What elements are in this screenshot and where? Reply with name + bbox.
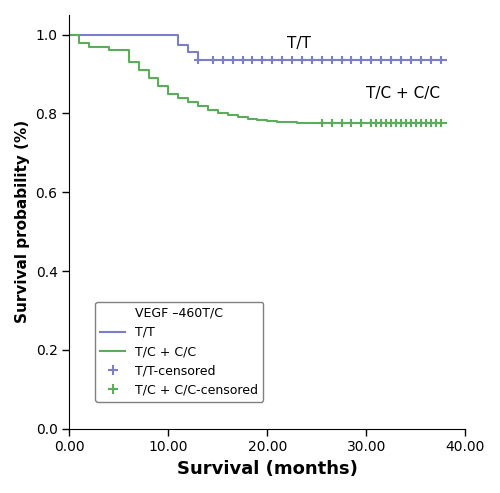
- T/C + C/C-censored: [418, 120, 424, 126]
- T/C + C/C-censored: [338, 120, 344, 126]
- T/C + C/C-censored: [398, 120, 404, 126]
- T/T-censored: [348, 57, 354, 63]
- T/T-censored: [230, 57, 235, 63]
- X-axis label: Survival (months): Survival (months): [177, 460, 358, 478]
- T/C + C/C-censored: [403, 120, 409, 126]
- T/C + C/C-censored: [319, 120, 325, 126]
- T/C + C/C-censored: [348, 120, 354, 126]
- T/C + C/C-censored: [358, 120, 364, 126]
- T/C + C/C-censored: [328, 120, 334, 126]
- T/T-censored: [250, 57, 256, 63]
- T/C + C/C-censored: [432, 120, 438, 126]
- T/T-censored: [279, 57, 285, 63]
- T/C + C/C-censored: [373, 120, 379, 126]
- Legend: T/T, T/C + C/C, T/T-censored, T/C + C/C-censored: T/T, T/C + C/C, T/T-censored, T/C + C/C-…: [96, 302, 264, 402]
- T/C + C/C-censored: [428, 120, 434, 126]
- T/T-censored: [378, 57, 384, 63]
- T/T-censored: [220, 57, 226, 63]
- T/C + C/C-censored: [378, 120, 384, 126]
- T/T-censored: [398, 57, 404, 63]
- T/T-censored: [428, 57, 434, 63]
- T/C + C/C-censored: [393, 120, 399, 126]
- T/T-censored: [210, 57, 216, 63]
- T/T-censored: [260, 57, 266, 63]
- T/T-censored: [418, 57, 424, 63]
- T/C + C/C-censored: [438, 120, 444, 126]
- T/T-censored: [289, 57, 295, 63]
- T/T-censored: [328, 57, 334, 63]
- T/T-censored: [368, 57, 374, 63]
- Line: T/T-censored: T/T-censored: [194, 56, 444, 65]
- T/C + C/C-censored: [383, 120, 389, 126]
- T/T-censored: [270, 57, 276, 63]
- T/C + C/C-censored: [422, 120, 428, 126]
- T/T-censored: [438, 57, 444, 63]
- T/T-censored: [309, 57, 315, 63]
- Text: T/T: T/T: [287, 36, 311, 51]
- T/T-censored: [195, 57, 201, 63]
- T/T-censored: [240, 57, 246, 63]
- T/C + C/C-censored: [408, 120, 414, 126]
- T/C + C/C-censored: [413, 120, 419, 126]
- T/T-censored: [299, 57, 305, 63]
- Text: T/C + C/C: T/C + C/C: [366, 86, 440, 101]
- T/T-censored: [319, 57, 325, 63]
- T/T-censored: [388, 57, 394, 63]
- T/C + C/C-censored: [368, 120, 374, 126]
- T/T-censored: [358, 57, 364, 63]
- T/C + C/C-censored: [388, 120, 394, 126]
- T/T-censored: [338, 57, 344, 63]
- T/T-censored: [408, 57, 414, 63]
- Line: T/C + C/C-censored: T/C + C/C-censored: [318, 119, 444, 127]
- Y-axis label: Survival probability (%): Survival probability (%): [15, 120, 30, 323]
